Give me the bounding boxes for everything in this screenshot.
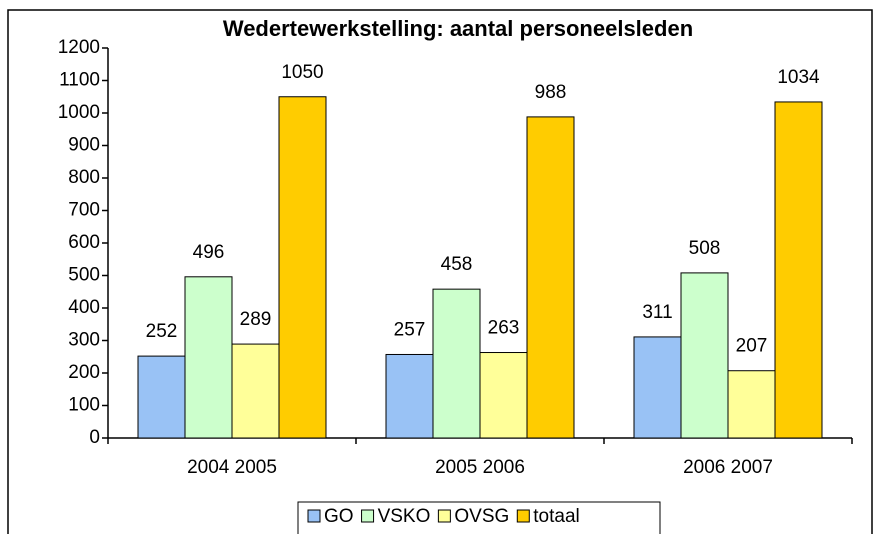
legend-label: totaal	[533, 506, 579, 527]
data-label: 1050	[281, 62, 323, 83]
y-tick-label: 300	[68, 330, 100, 351]
legend-label: GO	[324, 506, 354, 527]
x-tick-label: 2005 2006	[435, 457, 525, 478]
y-tick-label: 200	[68, 362, 100, 383]
y-tick-label: 900	[68, 135, 100, 156]
legend-swatch	[437, 509, 451, 523]
bar	[727, 370, 776, 439]
y-tick-label: 400	[68, 297, 100, 318]
bar	[278, 96, 327, 439]
data-label: 311	[642, 302, 672, 323]
bar	[633, 336, 682, 439]
data-label: 289	[240, 309, 272, 330]
bar	[432, 288, 481, 439]
bar	[680, 272, 729, 439]
data-label: 207	[736, 336, 768, 357]
y-tick-label: 1200	[58, 37, 100, 58]
data-label: 252	[146, 321, 178, 342]
x-tick-label: 2004 2005	[187, 457, 277, 478]
legend-swatch	[361, 509, 375, 523]
bar	[385, 353, 434, 439]
bar	[184, 276, 233, 439]
legend-swatch	[516, 509, 530, 523]
bar	[526, 116, 575, 439]
y-tick-label: 1000	[58, 102, 100, 123]
chart-frame	[7, 9, 873, 534]
data-label: 988	[535, 82, 567, 103]
legend-box	[297, 501, 661, 534]
chart-title: Wedertewerkstelling: aantal personeelsle…	[223, 16, 693, 41]
legend-label: VSKO	[378, 506, 431, 527]
data-label: 1034	[777, 67, 820, 88]
data-label: 496	[193, 242, 225, 263]
y-tick-label: 600	[68, 232, 100, 253]
y-tick-label: 1100	[59, 70, 100, 91]
bar	[774, 101, 823, 439]
y-tick-label: 700	[68, 200, 100, 221]
data-label: 508	[689, 238, 721, 259]
y-tick-label: 0	[89, 427, 100, 448]
x-tick-label: 2006 2007	[683, 457, 773, 478]
bar	[137, 355, 186, 439]
y-tick-label: 100	[68, 395, 100, 416]
y-tick-label: 500	[68, 265, 100, 286]
legend-swatch	[307, 509, 321, 523]
data-label: 263	[488, 318, 520, 339]
y-tick-label: 800	[68, 167, 100, 188]
bar	[231, 343, 280, 439]
data-label: 458	[441, 254, 473, 275]
bar	[479, 352, 528, 439]
legend-label: OVSG	[454, 506, 509, 527]
data-label: 257	[394, 319, 426, 340]
